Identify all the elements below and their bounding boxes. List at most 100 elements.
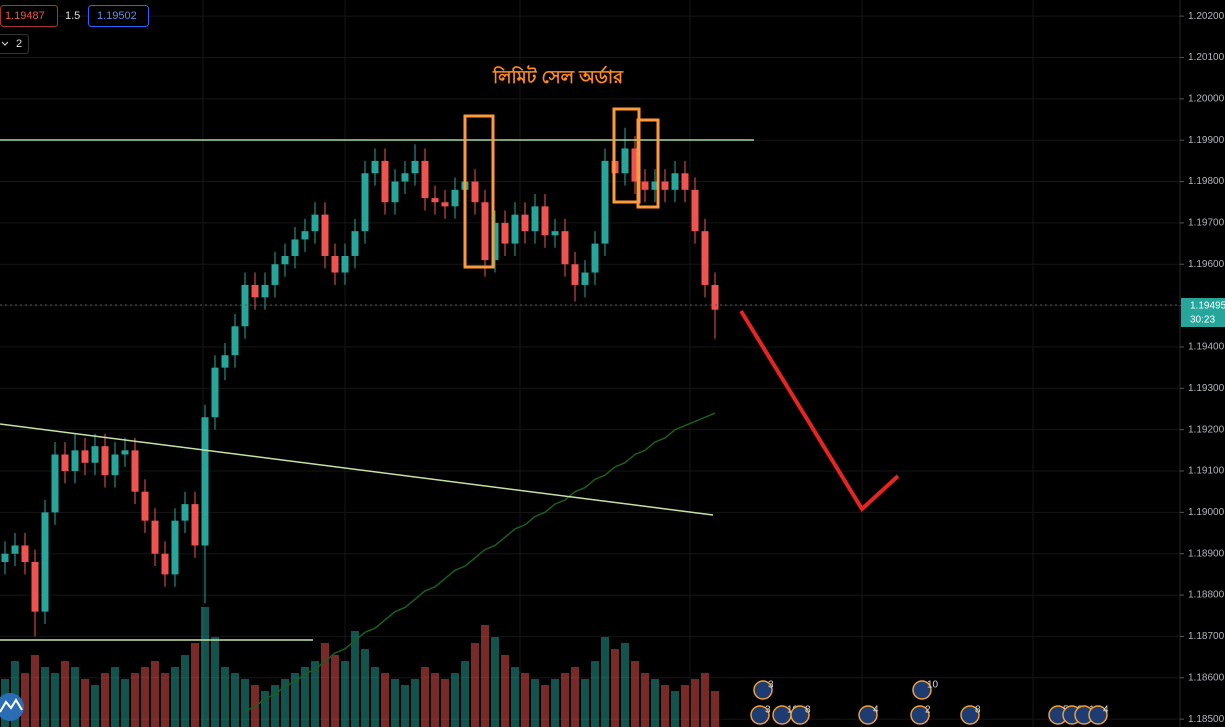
candle-body [701, 231, 709, 285]
volume-bar [511, 667, 519, 727]
event-icon[interactable] [960, 705, 980, 725]
vertical-grid [202, 0, 1034, 727]
candle-body [411, 160, 419, 174]
candle-body [101, 446, 109, 476]
annotation: লিমিট সেল অর্ডার [492, 65, 624, 87]
volume-bar [631, 661, 639, 727]
volume-bar [481, 625, 489, 727]
bid: 1.19487 [5, 10, 45, 22]
volume-bar [131, 673, 139, 727]
volume-bar [671, 691, 679, 727]
volume-bar [521, 673, 529, 727]
candle-body [441, 202, 449, 207]
candle-body [621, 148, 629, 174]
volume-bar [141, 667, 149, 727]
volume-bar [231, 673, 239, 727]
event-count: 4 [873, 705, 879, 716]
y-tick-label: 1.18900 [1188, 548, 1225, 559]
y-tick-label: 1.19900 [1188, 135, 1225, 146]
volume-bar [51, 673, 59, 727]
moving-average [244, 412, 716, 712]
candle-body [561, 231, 569, 265]
volume-bar [701, 673, 709, 727]
volume-bar [361, 649, 369, 727]
y-tick-label: 1.19400 [1188, 342, 1225, 353]
y-tick-label: 1.19000 [1188, 507, 1225, 518]
volume-bar [401, 685, 409, 727]
candle-body [541, 206, 549, 236]
volume-bar [641, 673, 649, 727]
candle-body [341, 255, 349, 273]
volume-bar [681, 685, 689, 727]
volume-bar [391, 679, 399, 727]
candle-body [471, 181, 479, 203]
event-icon[interactable] [912, 680, 932, 700]
candle-body [31, 561, 39, 612]
candle-body [691, 189, 699, 232]
candle-layer [1, 127, 719, 637]
event-icon[interactable] [858, 705, 878, 725]
event-icon[interactable] [910, 705, 930, 725]
candle-body [231, 326, 239, 356]
candle-body [551, 231, 559, 236]
event-icon[interactable] [1088, 705, 1108, 725]
volume-bar [531, 679, 539, 727]
logo [0, 693, 24, 721]
y-tick-label: 1.18800 [1188, 590, 1225, 601]
volume-bar [321, 643, 329, 727]
candle-body [301, 231, 309, 240]
volume-layer [1, 607, 719, 727]
volume-bar [311, 661, 319, 727]
candle-body [351, 231, 359, 256]
candle-body [251, 284, 259, 298]
ma-layer [244, 412, 716, 712]
volume-bar [471, 643, 479, 727]
volume-bar [61, 661, 69, 727]
volume-bar [381, 673, 389, 727]
candle-body [241, 284, 249, 327]
candle-body [591, 243, 599, 273]
volume-bar [551, 679, 559, 727]
candle-body [121, 450, 129, 455]
event-icon[interactable] [790, 705, 810, 725]
candle-body [491, 222, 499, 261]
candle-body [641, 181, 649, 190]
candle-body [191, 504, 199, 546]
volume-bar [261, 691, 269, 727]
y-tick-label: 1.19200 [1188, 424, 1225, 435]
volume-bar [541, 685, 549, 727]
event-count: 8 [805, 705, 811, 716]
y-tick-label: 1.19700 [1188, 218, 1225, 229]
projection-arrow [739, 309, 900, 513]
candle-body [391, 181, 399, 203]
volume-bar [41, 667, 49, 727]
candle-body [421, 160, 429, 199]
candle-body [511, 214, 519, 244]
candle-body [281, 255, 289, 265]
price-tag [1181, 298, 1225, 327]
candle-body [111, 454, 119, 476]
chevron[interactable] [1, 41, 9, 46]
volume-bar [181, 655, 189, 727]
spread: 1.5 [65, 10, 80, 22]
candle-body [631, 148, 639, 182]
candle-body [271, 264, 279, 285]
candle-body [131, 450, 139, 492]
volume-bar [331, 655, 339, 727]
candle-body [261, 284, 269, 298]
y-tick-label: 1.19100 [1188, 466, 1225, 477]
event-icon[interactable] [753, 680, 773, 700]
event-icon[interactable] [750, 705, 770, 725]
candle-body [671, 173, 679, 190]
candle-body [51, 454, 59, 513]
volume-bar [421, 667, 429, 727]
volume-bar [441, 679, 449, 727]
candle-body [171, 520, 179, 575]
volume-bar [561, 673, 569, 727]
y-tick-label: 1.18600 [1188, 672, 1225, 683]
candle-body [11, 545, 19, 554]
volume-bar [451, 673, 459, 727]
candle-body [181, 504, 189, 521]
volume-bar [691, 679, 699, 727]
